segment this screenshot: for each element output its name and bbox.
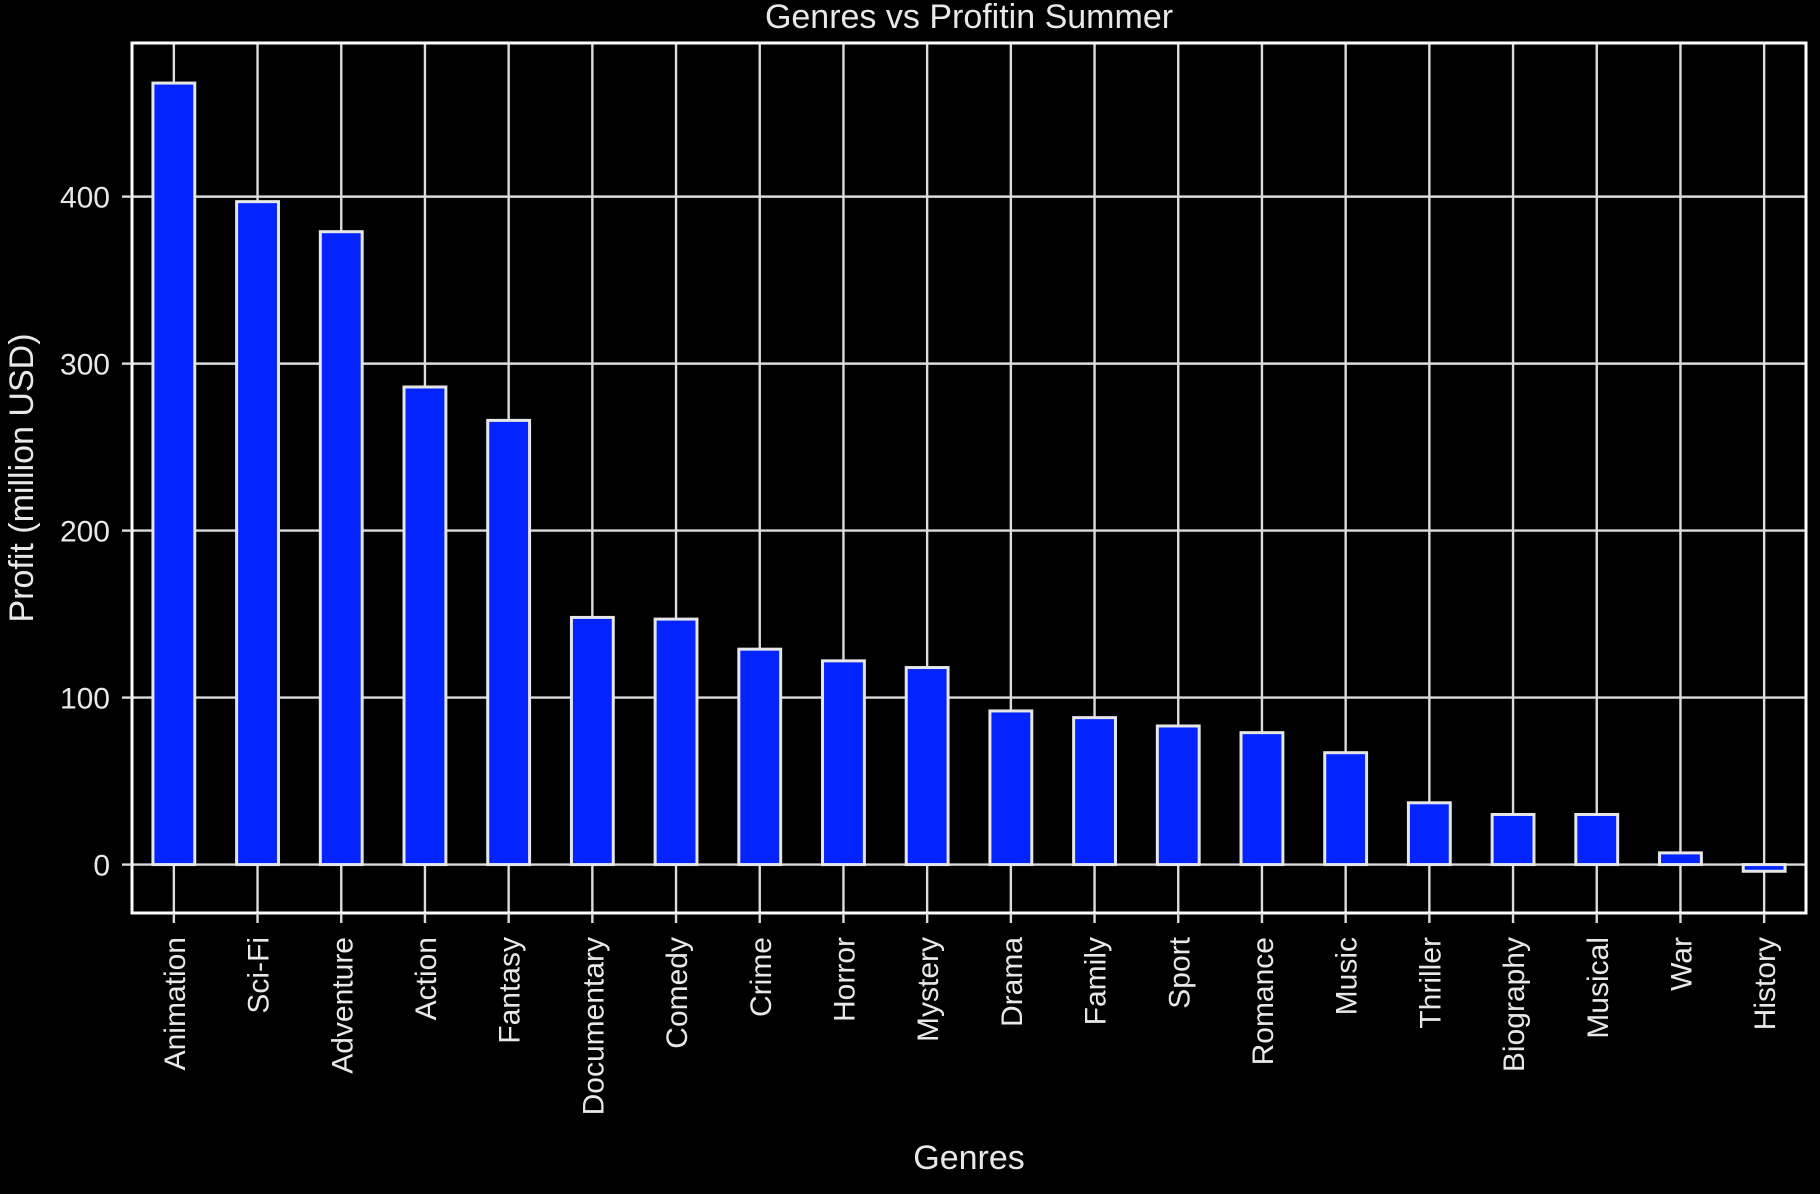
bar-biography (1490, 812, 1536, 867)
x-tick-label: Action (410, 937, 443, 1020)
x-tick-label: Mystery (912, 937, 945, 1042)
x-tick-label: Fantasy (494, 937, 527, 1044)
bar-musical (1574, 812, 1620, 867)
y-tick-label: 200 (60, 516, 110, 549)
x-tick-label: Horror (828, 937, 861, 1022)
x-tick-label: Romance (1247, 937, 1280, 1065)
bar-mystery (904, 666, 950, 867)
x-tick-label: Crime (745, 937, 778, 1017)
bar-drama (988, 709, 1034, 867)
bars (151, 81, 1787, 873)
bar-adventure (318, 230, 364, 867)
y-tick-label: 400 (60, 182, 110, 215)
x-tick-labels: Animation Sci-Fi Adventure Action Fantasy Doc… (159, 936, 1782, 1115)
x-tick-label: Comedy (661, 937, 694, 1049)
x-tick-label: Biography (1498, 937, 1531, 1072)
bar-war (1658, 851, 1703, 867)
y-tick-label: 100 (60, 683, 110, 716)
x-tick-label: Musical (1582, 937, 1615, 1039)
chart-title: Genres vs Profitin Summer (765, 0, 1173, 36)
bar-music (1323, 751, 1369, 867)
bar-fantasy (486, 418, 532, 867)
y-tick-label: 300 (60, 349, 110, 382)
x-tick-label: Sport (1163, 936, 1196, 1008)
bar-family (1072, 716, 1117, 867)
bar-history (1741, 863, 1787, 873)
bar-sport (1155, 724, 1201, 867)
x-axis-label: Genres (913, 1139, 1025, 1177)
plot-frame (130, 41, 1808, 915)
bar-animation (151, 81, 197, 867)
bar-action (402, 385, 448, 867)
bar-crime (737, 647, 783, 867)
x-tick-label: War (1665, 937, 1698, 991)
tick-marks (122, 195, 1766, 923)
bar-documentary (569, 615, 615, 867)
bar-horror (821, 659, 866, 867)
bar-romance (1239, 731, 1285, 867)
y-axis-label: Profit (million USD) (3, 333, 41, 622)
x-tick-label: History (1749, 937, 1782, 1030)
y-tick-labels: 0 100 200 300 400 (60, 182, 110, 883)
bar-sci-fi (235, 200, 280, 867)
bar-comedy (653, 617, 699, 867)
bar-thriller (1406, 801, 1452, 867)
x-tick-label: Music (1331, 937, 1364, 1015)
x-tick-label: Drama (996, 937, 1029, 1027)
x-tick-label: Documentary (577, 937, 610, 1115)
x-tick-label: Adventure (326, 937, 359, 1074)
x-tick-label: Animation (159, 937, 192, 1070)
x-tick-label: Family (1080, 937, 1113, 1025)
x-tick-label: Sci-Fi (243, 937, 276, 1014)
x-tick-label: Thriller (1414, 937, 1447, 1029)
y-tick-label: 0 (93, 850, 110, 883)
